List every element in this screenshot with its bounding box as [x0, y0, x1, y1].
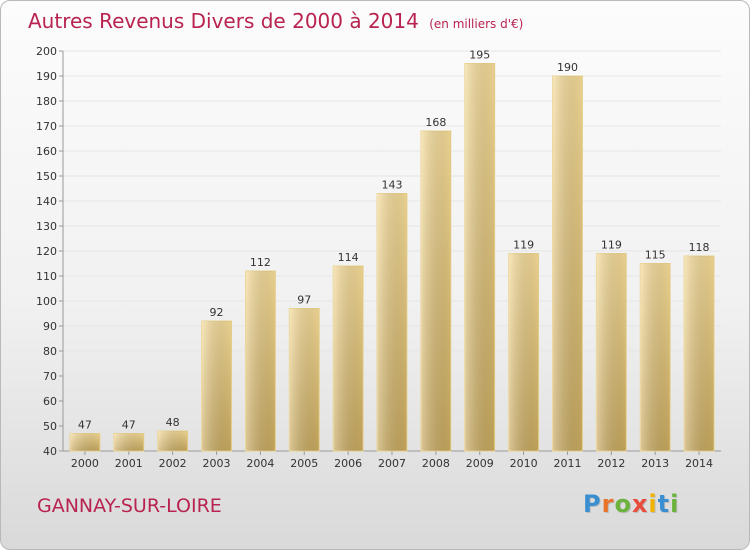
y-tick-label: 160 — [36, 145, 57, 158]
x-tick-label: 2014 — [685, 457, 713, 470]
x-tick-label: 2000 — [71, 457, 99, 470]
title-main: Autres Revenus Divers de 2000 à 2014 — [28, 9, 419, 33]
data-label-2006: 114 — [338, 251, 359, 264]
x-tick-label: 2001 — [115, 457, 143, 470]
data-label-2003: 92 — [210, 306, 224, 319]
logo-letter: P — [583, 490, 602, 518]
y-tick-label: 140 — [36, 195, 57, 208]
x-tick-label: 2011 — [553, 457, 581, 470]
logo-letter: t — [657, 490, 671, 518]
bar-shade-2004 — [245, 271, 276, 451]
bar-shade-2014 — [684, 256, 714, 451]
y-tick-label: 40 — [43, 445, 57, 458]
bar-shade-2002 — [157, 431, 188, 451]
bar-shade-2011 — [552, 76, 583, 451]
bar-shade-2000 — [70, 433, 100, 451]
x-tick-label: 2002 — [159, 457, 187, 470]
y-tick-label: 110 — [36, 270, 57, 283]
x-tick-label: 2009 — [466, 457, 494, 470]
data-labels: 47 47 48 92 112 97 114 143 168 195 119 190 119 115 118 — [78, 49, 710, 432]
bar-shade-2013 — [640, 263, 671, 451]
x-tick-label: 2007 — [378, 457, 406, 470]
x-tick-label: 2006 — [334, 457, 362, 470]
y-tick-label: 130 — [36, 220, 57, 233]
data-label-2001: 47 — [122, 419, 136, 432]
data-label-2013: 115 — [645, 249, 666, 262]
bar-shade-2003 — [201, 321, 232, 451]
bar-shade-2012 — [596, 253, 627, 451]
logo-letter: r — [601, 490, 615, 518]
y-tick-label: 170 — [36, 120, 57, 133]
data-label-2007: 143 — [382, 179, 403, 192]
y-tick-label: 60 — [43, 395, 57, 408]
y-tick-label: 90 — [43, 320, 57, 333]
logo-letter: i — [648, 490, 658, 518]
x-tick-label: 2005 — [290, 457, 318, 470]
chart-title: Autres Revenus Divers de 2000 à 2014 (en… — [28, 9, 523, 33]
y-tick-label: 100 — [36, 295, 57, 308]
data-label-2009: 195 — [469, 49, 490, 62]
bar-shade-2007 — [377, 193, 407, 451]
data-label-2010: 119 — [513, 239, 534, 252]
x-tick-label: 2003 — [203, 457, 231, 470]
y-tick-label: 50 — [43, 420, 57, 433]
data-label-2004: 112 — [250, 256, 271, 269]
title-unit: (en milliers d'€) — [429, 17, 524, 31]
y-tick-label: 120 — [36, 245, 57, 258]
data-label-2002: 48 — [166, 416, 180, 429]
bar-shade-2005 — [289, 308, 320, 451]
logo-letter: x — [631, 490, 649, 518]
data-label-2008: 168 — [425, 116, 446, 129]
bar-shade-2001 — [113, 433, 144, 451]
y-tick-label: 150 — [36, 170, 57, 183]
data-label-2000: 47 — [78, 419, 92, 432]
bar-shade-2006 — [333, 266, 364, 451]
proxiti-logo[interactable]: Proxiti — [583, 490, 679, 518]
y-tick-label: 80 — [43, 345, 57, 358]
logo-letter: o — [614, 490, 632, 518]
y-tick-label: 180 — [36, 95, 57, 108]
data-label-2005: 97 — [297, 294, 311, 307]
bar-shade-2010 — [508, 253, 539, 451]
x-tick-label: 2013 — [641, 457, 669, 470]
bar-shade-2008 — [420, 131, 451, 451]
bar-shade-2009 — [464, 63, 495, 451]
y-tick-label: 200 — [36, 45, 57, 58]
bars — [69, 63, 715, 452]
y-tick-label: 190 — [36, 70, 57, 83]
city-name: GANNAY-SUR-LOIRE — [37, 495, 222, 517]
x-tick-label: 2004 — [246, 457, 274, 470]
x-tick-label: 2012 — [597, 457, 625, 470]
x-tick-label: 2008 — [422, 457, 450, 470]
logo-letter: i — [670, 490, 680, 518]
y-tick-label: 70 — [43, 370, 57, 383]
x-tick-label: 2010 — [510, 457, 538, 470]
data-label-2014: 118 — [689, 241, 710, 254]
data-label-2012: 119 — [601, 239, 622, 252]
data-label-2011: 190 — [557, 61, 578, 74]
